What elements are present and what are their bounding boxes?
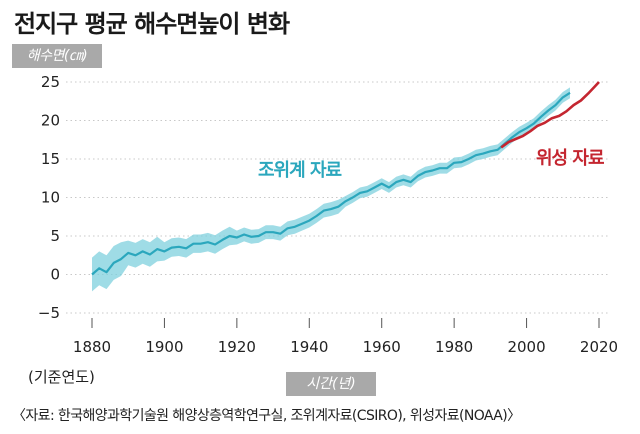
y-tick-label: 0: [50, 266, 60, 284]
y-tick-label: 15: [41, 150, 60, 168]
y-tick-label: 10: [41, 189, 60, 207]
x-tick-label: 1880: [73, 338, 111, 356]
tide-gauge-line: [91, 91, 571, 276]
x-tick-label: 1920: [218, 338, 256, 356]
x-tick-label: 1960: [363, 338, 401, 356]
x-axis-unit-badge: 시간(년): [286, 372, 376, 396]
x-tick-label: 2020: [580, 338, 618, 356]
tide-gauge-series-label: 조위계 자료: [258, 160, 342, 181]
satellite-line: [500, 81, 600, 149]
y-tick-label: 5: [50, 227, 60, 245]
y-tick-label: −5: [38, 304, 60, 322]
base-year-note: (기준연도): [28, 368, 95, 386]
y-axis-unit-badge: 해수면(㎝): [12, 44, 102, 68]
x-tick-label: 1940: [290, 338, 328, 356]
satellite-series-label: 위성 자료: [536, 148, 604, 169]
y-tick-label: 20: [41, 112, 60, 130]
tide-gauge-uncertainty-band: [92, 87, 570, 292]
x-tick-label: 1900: [145, 338, 183, 356]
source-note: 〈자료: 한국해양과학기술원 해양상층역학연구실, 조위계자료(CSIRO), …: [12, 408, 521, 424]
y-tick-label: 25: [41, 73, 60, 91]
chart-title: 전지구 평균 해수면높이 변화: [14, 10, 290, 38]
x-tick-label: 1980: [435, 338, 473, 356]
x-tick-label: 2000: [507, 338, 545, 356]
